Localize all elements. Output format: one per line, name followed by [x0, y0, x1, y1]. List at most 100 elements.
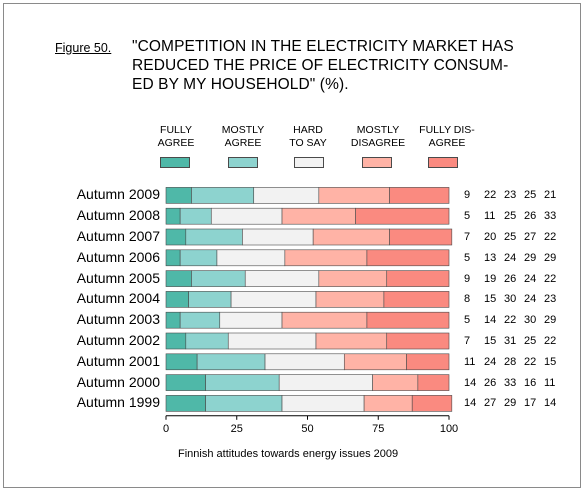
data-label-mostly-disagree: 25	[524, 335, 537, 347]
bar-segment-fully-disagree	[389, 228, 453, 246]
bar-segment-fully-agree	[165, 311, 181, 329]
data-label-fully-disagree: 29	[544, 251, 557, 264]
bar-segment-fully-agree	[165, 374, 206, 391]
bar-segment-mostly-agree	[185, 228, 243, 246]
data-label-hard-to-say: 25	[504, 210, 517, 223]
chart-title: "COMPETITION IN THE ELECTRICITY MARKET H…	[132, 37, 572, 94]
data-label-mostly-agree: 14	[484, 314, 497, 327]
bar-segment-fully-agree	[165, 395, 206, 412]
data-label-mostly-agree: 27	[484, 397, 497, 410]
data-label-mostly-agree: 24	[484, 355, 497, 368]
value-row: 5 11 25 26 33	[464, 210, 564, 222]
value-row: 7 15 31 25 22	[464, 335, 564, 347]
x-tick-label: 0	[162, 423, 170, 435]
category-label: Autumn 1999	[76, 394, 160, 411]
legend-swatch-hard-to-say	[294, 157, 324, 168]
data-label-fully-disagree: 33	[544, 210, 557, 223]
data-label-fully-agree: 11	[464, 355, 476, 368]
data-label-mostly-agree: 19	[484, 272, 497, 285]
bar-segment-mostly-agree	[179, 249, 218, 267]
bar-segment-mostly-agree	[179, 311, 221, 329]
bar-segment-hard-to-say	[253, 187, 320, 204]
bar-segment-hard-to-say	[242, 228, 314, 246]
bar-segment-mostly-disagree	[284, 249, 368, 267]
value-row: 8 15 30 24 23	[464, 293, 564, 305]
bar-segment-fully-agree	[165, 291, 189, 308]
data-label-mostly-agree: 26	[484, 376, 497, 389]
data-label-fully-agree: 5	[464, 210, 471, 223]
bar-segment-mostly-disagree	[343, 353, 407, 371]
category-label: Autumn 2007	[76, 228, 160, 244]
data-label-mostly-disagree: 29	[524, 251, 537, 264]
bar-segment-fully-disagree	[383, 291, 450, 308]
data-label-fully-disagree: 22	[544, 272, 557, 285]
x-tick-label: 75	[372, 423, 385, 435]
bar-segment-hard-to-say	[230, 291, 317, 308]
bar-segment-mostly-agree	[191, 187, 255, 204]
bar-segment-fully-agree	[165, 270, 192, 287]
bar-segment-hard-to-say	[227, 332, 317, 350]
bar-segment-fully-agree	[165, 187, 192, 204]
legend-label-mostly-agree: MOSTLY AGREE	[221, 124, 265, 149]
legend-swatch-mostly-disagree	[362, 157, 392, 168]
data-label-mostly-disagree: 24	[524, 272, 537, 285]
value-row: 11 24 28 22 15	[464, 356, 564, 368]
bar-segment-fully-disagree	[386, 332, 450, 350]
category-label: Autumn 2006	[76, 248, 160, 265]
data-label-fully-disagree: 21	[544, 189, 557, 202]
bar-segment-fully-disagree	[411, 395, 453, 412]
data-label-mostly-agree: 15	[484, 335, 497, 347]
category-label: Autumn 2008	[76, 207, 160, 224]
bar-segment-mostly-agree	[179, 207, 212, 225]
bar-segment-mostly-disagree	[281, 311, 368, 329]
value-row: 7 20 25 27 22	[464, 231, 564, 243]
legend-swatch-fully-disagree	[428, 157, 458, 168]
bar-segment-fully-disagree	[366, 249, 450, 267]
data-label-fully-agree: 7	[464, 231, 471, 243]
category-label: Autumn 2005	[76, 269, 160, 286]
chart-title-line-2: REDUCED THE PRICE OF ELECTRICITY CONSUM-	[132, 57, 509, 74]
data-label-hard-to-say: 33	[504, 376, 517, 389]
data-label-fully-disagree: 23	[544, 293, 557, 306]
bar-segment-mostly-disagree	[315, 332, 388, 350]
data-label-fully-agree: 7	[464, 335, 471, 347]
data-label-mostly-agree: 15	[484, 293, 497, 306]
bar-segment-mostly-disagree	[315, 291, 385, 308]
bar-segment-mostly-agree	[188, 291, 232, 308]
bar-segment-mostly-disagree	[312, 228, 390, 246]
value-row: 14 26 33 16 11	[464, 377, 564, 389]
legend-label-fully-agree: FULLY AGREE	[157, 124, 195, 149]
category-label: Autumn 2001	[76, 352, 160, 369]
bar-segment-hard-to-say	[244, 270, 320, 287]
data-label-mostly-disagree: 22	[524, 355, 537, 368]
bar-segment-mostly-agree	[191, 270, 246, 287]
bar-segment-fully-disagree	[386, 270, 450, 287]
value-row: 14 27 29 17 14	[464, 397, 564, 409]
data-label-hard-to-say: 22	[504, 314, 517, 327]
bar-segment-hard-to-say	[278, 374, 373, 391]
data-label-fully-disagree: 22	[544, 335, 557, 347]
bar-segment-hard-to-say	[264, 353, 345, 371]
bar-segment-fully-agree	[165, 207, 181, 225]
chart-title-line-1: "COMPETITION IN THE ELECTRICITY MARKET H…	[132, 38, 514, 55]
bar-segment-fully-agree	[165, 249, 181, 267]
data-label-fully-disagree: 29	[544, 314, 557, 327]
source-note: Finnish attitudes towards energy issues …	[178, 448, 399, 460]
data-label-hard-to-say: 24	[504, 251, 517, 264]
data-label-mostly-disagree: 16	[524, 376, 537, 389]
x-tick-label: 100	[439, 423, 459, 435]
data-label-hard-to-say: 30	[504, 293, 517, 306]
data-label-hard-to-say: 31	[504, 335, 517, 347]
legend-label-mostly-disagree: MOSTLY DISAGREE	[350, 124, 406, 149]
value-row: 9 22 23 25 21	[464, 189, 564, 201]
bar-segment-fully-disagree	[389, 187, 450, 204]
data-label-fully-disagree: 22	[544, 231, 557, 243]
bar-segment-fully-disagree	[417, 374, 450, 391]
data-label-mostly-disagree: 25	[524, 189, 537, 202]
x-tick-label: 50	[301, 423, 314, 435]
bar-segment-mostly-disagree	[372, 374, 419, 391]
bar-segment-mostly-disagree	[363, 395, 413, 412]
data-label-fully-agree: 14	[464, 397, 477, 410]
value-row: 9 19 26 24 22	[464, 273, 564, 285]
